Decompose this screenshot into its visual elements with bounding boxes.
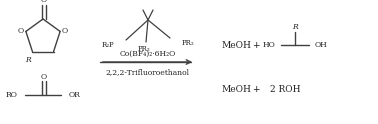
Text: R: R [26,56,31,64]
Text: O: O [41,73,47,81]
Text: RO: RO [5,91,17,99]
Text: Co(BF₄)₂·6H₂O: Co(BF₄)₂·6H₂O [119,50,176,58]
Text: MeOH: MeOH [222,41,252,49]
Text: PR₂: PR₂ [182,39,195,47]
Text: O: O [41,0,47,4]
Text: O: O [18,27,24,35]
Text: MeOH: MeOH [222,86,252,94]
Text: OH: OH [315,41,328,49]
Text: +: + [252,41,260,49]
Text: R: R [292,23,298,31]
Text: PR₂: PR₂ [138,45,150,53]
Text: 2,2,2-Trifluoroethanol: 2,2,2-Trifluoroethanol [105,68,189,76]
Text: O: O [62,27,68,35]
Text: +: + [252,86,260,94]
Text: OR: OR [69,91,81,99]
Text: R₂P: R₂P [101,41,114,49]
Text: HO: HO [262,41,275,49]
Text: 2 ROH: 2 ROH [270,86,301,94]
